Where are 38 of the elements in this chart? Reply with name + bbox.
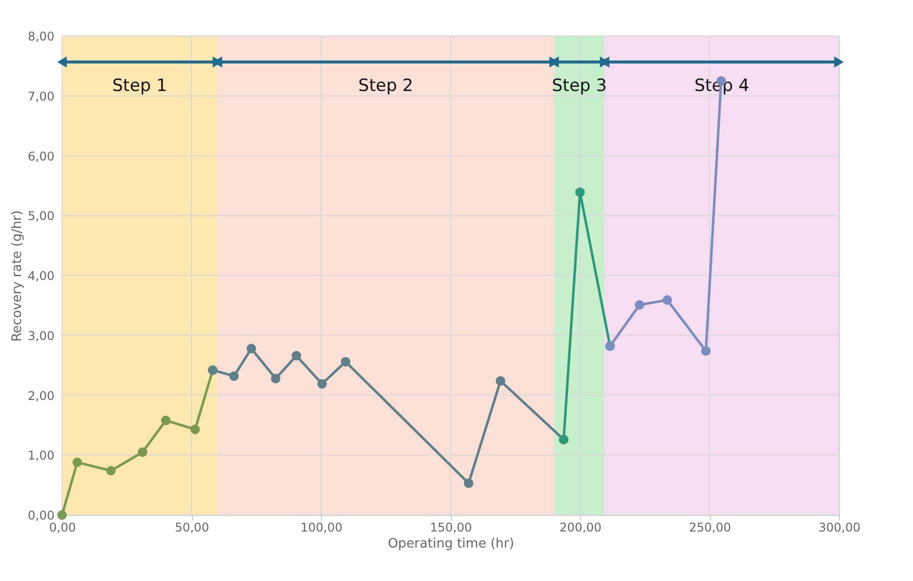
x-tick-label: 0,00 — [49, 520, 76, 534]
point — [106, 466, 116, 476]
y-tick-label: 5,00 — [28, 209, 54, 224]
x-tick-label: 250,00 — [689, 520, 731, 534]
x-tick-label: 150,00 — [430, 520, 472, 534]
x-tick-label: 50,00 — [174, 520, 210, 534]
point — [292, 351, 302, 360]
point — [270, 374, 280, 384]
y-tick-label: 4,00 — [28, 269, 54, 283]
x-tick-label: 100,00 — [300, 520, 342, 534]
point — [634, 300, 644, 310]
point — [701, 346, 711, 356]
point — [575, 188, 585, 198]
x-tick-label: 200,00 — [560, 520, 602, 534]
y-tick-label: 3,00 — [28, 328, 54, 343]
y-tick-label: 8,00 — [28, 30, 54, 44]
y-tick-label: 6,00 — [28, 149, 54, 164]
y-axis-title: Recovery rate (g/hr) — [10, 210, 25, 342]
band-label: Step 3 — [552, 76, 607, 96]
y-tick-label: 2,00 — [28, 388, 54, 403]
x-axis-title: Operating time (hr) — [388, 536, 514, 552]
point — [246, 344, 256, 354]
point — [662, 295, 672, 305]
point — [317, 379, 327, 389]
y-tick-label: 1,00 — [28, 448, 54, 463]
y-tick-label: 7,00 — [28, 89, 54, 104]
point — [138, 447, 148, 457]
band-label: Step 1 — [112, 76, 168, 96]
point — [464, 478, 474, 488]
point — [229, 371, 239, 381]
x-tick-label: 300,00 — [818, 520, 860, 534]
point — [72, 458, 82, 468]
y-tick-label: 0,00 — [28, 508, 54, 522]
band-label: Step 2 — [358, 76, 414, 96]
point — [340, 356, 350, 366]
point — [190, 424, 200, 434]
point — [496, 376, 506, 386]
point — [161, 416, 171, 426]
